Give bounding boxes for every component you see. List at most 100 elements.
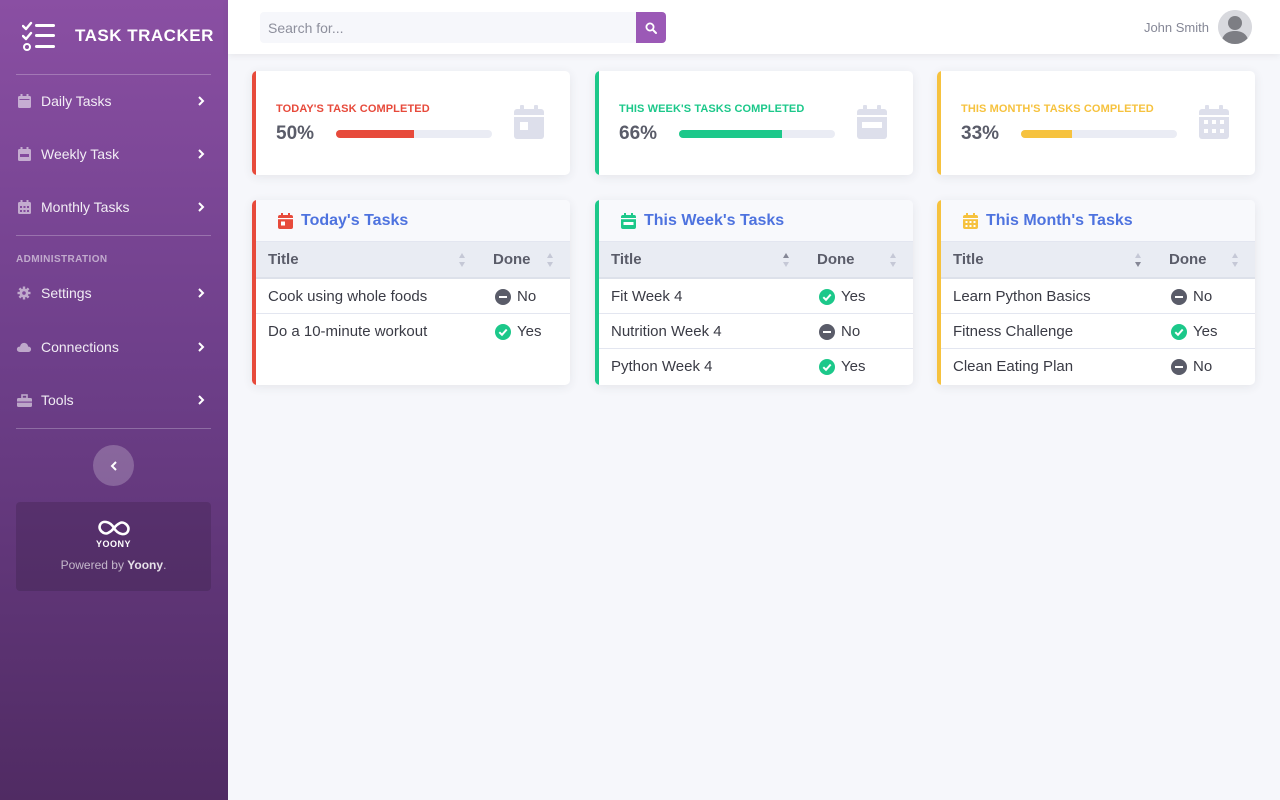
table-row[interactable]: Python Week 4 Yes [599, 349, 913, 384]
table-row[interactable]: Clean Eating Plan No [941, 349, 1255, 384]
task-done-label: No [841, 323, 861, 340]
sort-ascending-icon[interactable] [781, 250, 791, 270]
task-done: Yes [819, 279, 865, 314]
sidebar-item-label: Connections [41, 339, 119, 355]
sidebar-item-label: Monthly Tasks [41, 199, 130, 215]
tasks-card-title: Today's Tasks [301, 211, 409, 229]
sidebar-item-monthly-tasks[interactable]: Monthly Tasks [16, 194, 211, 220]
task-title: Do a 10-minute workout [268, 323, 428, 340]
sort-icon[interactable] [888, 250, 898, 270]
chevron-right-icon [198, 202, 205, 212]
gear-icon [16, 285, 32, 301]
sort-icon[interactable] [1230, 250, 1240, 270]
sidebar-toggle-button[interactable] [93, 445, 134, 486]
stat-accent-bar [595, 71, 599, 175]
powered-by-prefix: Powered by [60, 558, 128, 572]
check-circle-icon [819, 288, 835, 305]
stat-value: 66% [619, 123, 658, 144]
task-title: Fitness Challenge [953, 323, 1074, 340]
chevron-right-icon [198, 149, 205, 159]
yoony-logo-text: YOONY [95, 539, 131, 549]
avatar [1218, 10, 1252, 44]
task-title: Python Week 4 [611, 358, 713, 375]
stat-accent-bar [937, 71, 941, 175]
table-row[interactable]: Cook using whole foods No [256, 279, 570, 314]
progress-bar [679, 130, 835, 138]
task-title: Clean Eating Plan [953, 358, 1074, 375]
progress-bar [336, 130, 492, 138]
topbar: John Smith [228, 0, 1280, 54]
sidebar-divider [16, 428, 211, 429]
table-row[interactable]: Fit Week 4 Yes [599, 279, 913, 314]
calendar-week-icon [857, 105, 887, 139]
sidebar-heading-administration: ADMINISTRATION [16, 254, 108, 265]
tasks-accent-bar [937, 200, 941, 385]
brand-title: TASK TRACKER [75, 26, 214, 45]
chevron-right-icon [198, 342, 205, 352]
check-circle-icon [495, 323, 511, 340]
table-row[interactable]: Learn Python Basics No [941, 279, 1255, 314]
powered-by-card: YOONY Powered by Yoony. [16, 502, 211, 591]
tasks-card-header: This Week's Tasks [595, 200, 913, 242]
task-done-label: No [1193, 358, 1213, 375]
stat-accent-bar [252, 71, 256, 175]
cloud-icon [16, 339, 32, 355]
table-header: Title Done [941, 242, 1255, 279]
column-header-done[interactable]: Done [817, 251, 855, 268]
search-input[interactable] [260, 12, 636, 43]
powered-by-text: Powered by Yoony. [16, 558, 211, 572]
stat-card-today: TODAY'S TASK COMPLETED 50% [252, 71, 570, 175]
minus-circle-icon [819, 323, 835, 340]
calendar-month-icon [1199, 105, 1229, 139]
stat-label: THIS MONTH'S TASKS COMPLETED [961, 103, 1154, 115]
tasks-card-header: This Month's Tasks [937, 200, 1255, 242]
task-done-label: Yes [517, 323, 542, 340]
progress-fill [679, 130, 782, 138]
sidebar-item-daily-tasks[interactable]: Daily Tasks [16, 88, 211, 114]
search-button[interactable] [636, 12, 666, 43]
stat-label: THIS WEEK'S TASKS COMPLETED [619, 103, 805, 115]
column-header-title[interactable]: Title [268, 251, 299, 268]
minus-circle-icon [1171, 288, 1187, 305]
sidebar-item-connections[interactable]: Connections [16, 334, 211, 360]
task-done-label: No [1193, 288, 1213, 305]
user-menu[interactable]: John Smith [1144, 10, 1252, 44]
search-bar [260, 12, 666, 43]
sidebar-item-label: Daily Tasks [41, 93, 112, 109]
tasks-card-week: This Week's Tasks Title Done Fit Week 4 … [595, 200, 913, 385]
brand[interactable]: TASK TRACKER [22, 20, 214, 52]
yoony-logo-icon [98, 520, 130, 536]
table-row[interactable]: Do a 10-minute workout Yes [256, 314, 570, 349]
table-row[interactable]: Nutrition Week 4 No [599, 314, 913, 349]
calendar-grid-icon [16, 199, 32, 215]
column-header-title[interactable]: Title [953, 251, 984, 268]
sort-descending-icon[interactable] [1133, 250, 1143, 270]
check-circle-icon [819, 358, 835, 375]
table-header: Title Done [599, 242, 913, 279]
checklist-icon [22, 21, 55, 51]
task-done: No [1171, 279, 1212, 314]
sidebar-divider [16, 74, 211, 75]
task-title: Cook using whole foods [268, 288, 428, 305]
sidebar-item-weekly-task[interactable]: Weekly Task [16, 141, 211, 167]
sidebar-item-tools[interactable]: Tools [16, 387, 211, 413]
task-done: No [819, 314, 860, 349]
column-header-title[interactable]: Title [611, 251, 642, 268]
sidebar: TASK TRACKER Daily Tasks Weekly Task Mon… [0, 0, 228, 800]
tasks-accent-bar [595, 200, 599, 385]
tasks-card-header: Today's Tasks [252, 200, 570, 242]
minus-circle-icon [495, 288, 511, 305]
calendar-day-icon [514, 105, 544, 139]
chevron-right-icon [198, 288, 205, 298]
sort-icon[interactable] [457, 250, 467, 270]
sort-icon[interactable] [545, 250, 555, 270]
sidebar-item-settings[interactable]: Settings [16, 280, 211, 306]
column-header-done[interactable]: Done [1169, 251, 1207, 268]
stat-value: 33% [961, 123, 1000, 144]
column-header-done[interactable]: Done [493, 251, 531, 268]
stat-card-week: THIS WEEK'S TASKS COMPLETED 66% [595, 71, 913, 175]
stat-label: TODAY'S TASK COMPLETED [276, 103, 430, 115]
tasks-card-title: This Month's Tasks [986, 211, 1133, 229]
table-row[interactable]: Fitness Challenge Yes [941, 314, 1255, 349]
calendar-icon [16, 146, 32, 162]
